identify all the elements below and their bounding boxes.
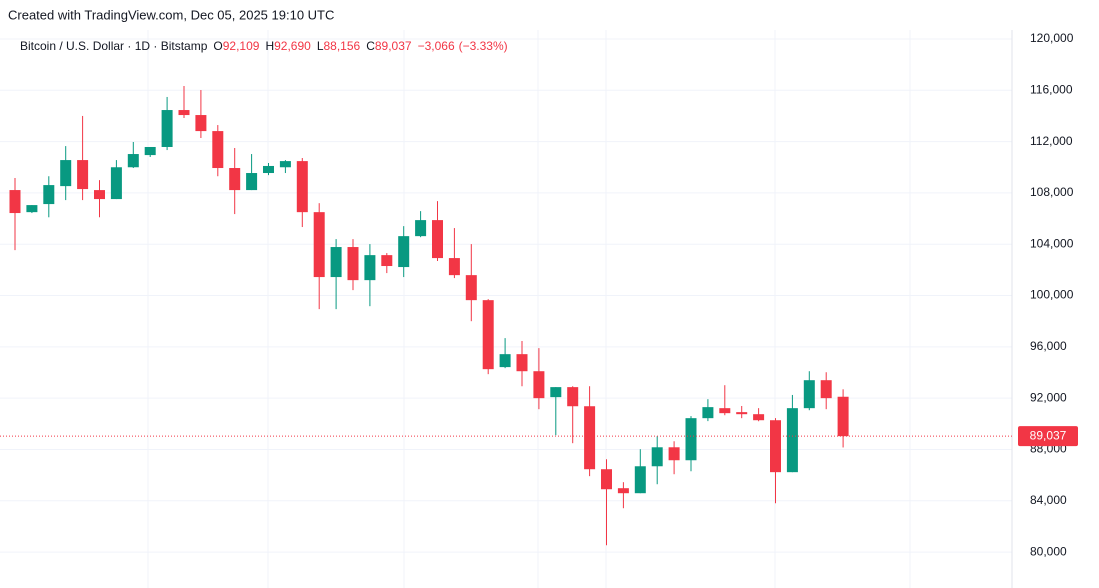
candle-body: [110, 167, 122, 200]
candle-body: [94, 190, 105, 200]
candle-body: [9, 190, 21, 214]
candle-body: [516, 354, 528, 372]
o-prefix: O: [213, 39, 222, 53]
l-value: 88,156: [324, 39, 361, 53]
candle-body: [567, 387, 579, 407]
candle-body: [550, 387, 562, 398]
candle-body: [736, 412, 748, 415]
y-tick-label: 112,000: [1030, 134, 1073, 148]
y-tick-label: 96,000: [1030, 339, 1067, 353]
candle-body: [43, 185, 55, 205]
candle-body: [820, 380, 832, 399]
candle-body: [533, 371, 545, 399]
c-value: 89,037: [375, 39, 412, 53]
h-prefix: H: [265, 39, 274, 53]
candle-body: [685, 418, 697, 461]
y-tick-label: 116,000: [1030, 82, 1073, 96]
candle-body: [279, 161, 291, 168]
y-tick-label: 108,000: [1030, 185, 1074, 199]
candle-body: [448, 258, 460, 276]
candle-body: [786, 408, 798, 473]
last-price-box: [1018, 426, 1078, 447]
candle-body: [753, 414, 765, 421]
candle-body: [770, 420, 781, 473]
symbol: Bitcoin / U.S. Dollar · 1D · Bitstamp: [20, 39, 208, 53]
candle-body: [837, 396, 849, 437]
c-prefix: C: [366, 39, 375, 53]
y-tick-label: 84,000: [1030, 493, 1067, 507]
candle-body: [347, 247, 359, 281]
change: −3,066: [418, 39, 455, 53]
candle-body: [415, 220, 427, 237]
candle-body: [246, 173, 258, 191]
y-tick-label: 100,000: [1030, 288, 1074, 302]
candle-body: [195, 115, 207, 132]
l-prefix: L: [317, 39, 324, 53]
candle-body: [482, 300, 494, 370]
candle-body: [144, 146, 156, 156]
candle-body: [668, 447, 680, 461]
last-price-label: 89,037: [1030, 428, 1067, 442]
candle-body: [178, 110, 190, 116]
candle-body: [584, 406, 596, 470]
candle-body: [229, 168, 241, 191]
y-tick-label: 92,000: [1030, 390, 1067, 404]
candle-body: [364, 255, 376, 281]
h-value: 92,690: [274, 39, 311, 53]
y-tick-label: 80,000: [1030, 544, 1067, 558]
candle-body: [465, 275, 477, 301]
candle-body: [702, 407, 714, 419]
candle-body: [499, 354, 511, 368]
legend: Bitcoin / U.S. Dollar · 1D · Bitstamp O92…: [20, 39, 508, 53]
candle-body: [651, 447, 663, 467]
candle-body: [432, 220, 443, 259]
candle-body: [296, 161, 308, 213]
candle-body: [719, 408, 731, 414]
y-tick-label: 104,000: [1030, 236, 1074, 250]
o-value: 92,109: [223, 39, 260, 53]
candle-body: [398, 236, 410, 268]
candle-body: [26, 205, 38, 213]
candle-body: [634, 466, 646, 494]
candle-body: [601, 469, 612, 490]
candle-body: [381, 255, 393, 267]
candle-body: [330, 247, 342, 278]
candle-body: [127, 154, 139, 168]
candle-body: [803, 380, 815, 409]
candle-body: [313, 212, 325, 278]
grid: [0, 38, 1012, 553]
change-pct: (−3.33%): [459, 39, 508, 53]
vertical-grid: [147, 30, 911, 588]
created-text: Created with TradingView.com, Dec 05, 20…: [8, 7, 334, 22]
candle-body: [161, 110, 173, 147]
candle-body: [212, 131, 224, 169]
candle-body: [60, 160, 72, 187]
candle-body: [77, 160, 89, 190]
candle-body: [263, 165, 274, 174]
candle-body: [617, 488, 629, 494]
y-tick-label: 120,000: [1030, 31, 1074, 45]
